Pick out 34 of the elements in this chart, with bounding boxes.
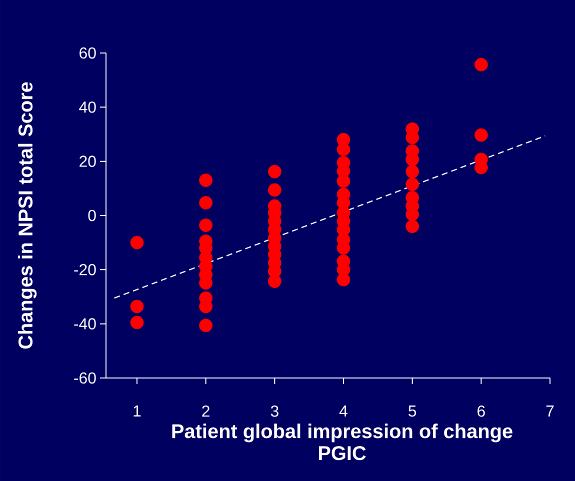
y-tick-label: -40 [74, 318, 96, 330]
point [336, 142, 350, 156]
x-tick-label: 3 [270, 406, 278, 417]
x-tick-label: 4 [339, 406, 348, 416]
y-tick-label: 40 [79, 102, 96, 113]
point [199, 218, 213, 232]
x-tick-label: 2 [202, 406, 210, 417]
point [268, 164, 282, 178]
y-tick-label: -60 [74, 372, 96, 384]
x-tick-label: 5 [408, 406, 416, 417]
point [199, 318, 213, 332]
y-tick-label: -20 [74, 264, 96, 276]
point [199, 174, 213, 187]
point [130, 236, 144, 250]
x-axis-title: Patient global impression of change PGIC [172, 424, 512, 460]
point [130, 316, 144, 330]
x-tick-label: 1 [134, 406, 141, 416]
point [268, 274, 282, 288]
point [130, 300, 144, 314]
y-tick-label: 60 [80, 47, 96, 59]
point [406, 164, 420, 178]
y-tick-label: 0 [88, 210, 96, 222]
y-tick-label: 20 [80, 156, 96, 167]
point [406, 220, 420, 234]
y-axis-title: Changes in NPSI total Score [18, 82, 37, 349]
point [406, 178, 420, 192]
point [474, 58, 488, 72]
point [336, 174, 350, 188]
point [199, 196, 213, 210]
x-tick-label: 7 [546, 406, 554, 416]
point [474, 128, 488, 142]
point [336, 272, 350, 286]
point [268, 183, 282, 197]
x-tick-label: 6 [478, 406, 485, 417]
